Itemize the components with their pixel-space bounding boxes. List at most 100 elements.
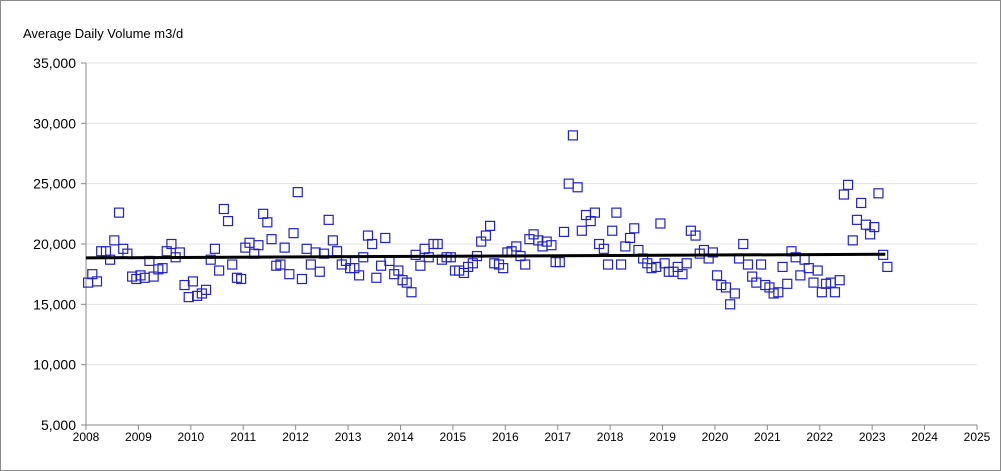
data-point (725, 299, 736, 310)
data-point (777, 261, 788, 273)
axes (81, 62, 978, 430)
data-point (607, 225, 618, 236)
data-point (480, 230, 492, 241)
data-point (353, 270, 365, 281)
data-point (82, 277, 94, 288)
data-point (602, 259, 614, 270)
data-point (511, 241, 522, 252)
x-tick-label: 2011 (230, 430, 256, 444)
data-point (222, 215, 234, 227)
data-point (253, 240, 264, 251)
data-point (393, 265, 404, 276)
data-point (432, 238, 443, 250)
data-point (616, 259, 627, 270)
data-point (179, 279, 190, 291)
data-point (227, 259, 238, 270)
data-point (782, 278, 793, 289)
data-point (380, 232, 391, 244)
y-tick-label: 10,000 (33, 357, 76, 373)
x-tick-label: 2021 (754, 430, 781, 444)
data-point (624, 232, 636, 244)
data-point (572, 182, 583, 193)
data-point (738, 238, 749, 250)
data-point (401, 277, 412, 288)
data-point (157, 263, 168, 274)
x-tick-label: 2020 (702, 430, 729, 444)
data-point (284, 269, 295, 280)
x-tick-label: 2022 (806, 430, 833, 444)
trend-line-group (85, 252, 886, 260)
x-tick-label: 2025 (964, 430, 991, 444)
data-point (419, 243, 430, 254)
data-point (681, 258, 692, 269)
data-point (323, 214, 334, 225)
data-point (266, 234, 277, 245)
data-point (314, 266, 325, 277)
x-tick-labels: 2008 2009 2010 2011 2012 2013 2014 2015 2016 2017… (73, 430, 991, 444)
data-point (755, 259, 767, 270)
data-point (567, 130, 579, 141)
data-point (690, 230, 701, 241)
data-point (296, 273, 308, 285)
data-point (558, 226, 570, 238)
data-point (711, 270, 723, 281)
data-point (803, 263, 814, 274)
data-point (200, 284, 212, 295)
data-point (860, 219, 871, 230)
data-point (576, 225, 587, 236)
y-tick-label: 5,000 (41, 417, 76, 433)
data-point (842, 179, 854, 190)
data-point (218, 203, 229, 215)
data-point (659, 258, 670, 269)
data-point (707, 247, 718, 258)
data-point (633, 244, 644, 256)
data-point (611, 207, 622, 218)
data-point (838, 189, 849, 200)
x-tick-label: 2016 (492, 430, 519, 444)
data-point (847, 235, 858, 246)
x-tick-label: 2009 (125, 430, 152, 444)
data-point (236, 273, 247, 285)
data-point (773, 287, 784, 298)
x-tick-label: 2012 (282, 430, 309, 444)
data-point (520, 259, 531, 270)
data-point (406, 287, 417, 298)
data-point (109, 235, 120, 246)
data-point (720, 282, 732, 293)
x-tick-label: 2019 (649, 430, 676, 444)
data-point (375, 260, 387, 271)
data-point (262, 217, 273, 228)
data-point (275, 259, 286, 270)
data-point (834, 275, 845, 286)
data-point (598, 243, 609, 254)
data-point (655, 218, 666, 229)
data-point (91, 276, 103, 287)
x-tick-label: 2015 (440, 430, 467, 444)
data-point (808, 277, 819, 288)
data-point (187, 276, 199, 287)
data-point (742, 259, 754, 270)
data-point (589, 207, 601, 218)
data-point (498, 263, 509, 274)
data-point (183, 291, 194, 303)
data-point (484, 220, 496, 231)
y-tick-labels: 5,000 10,000 15,000 20,000 25,000 30,000 35,00… (33, 55, 76, 433)
data-point (258, 208, 269, 219)
y-tick-label: 30,000 (33, 115, 76, 131)
data-point (873, 188, 884, 199)
data-point (799, 254, 810, 265)
y-axis-title: Average Daily Volume m3/d (23, 26, 184, 41)
data-point (629, 223, 640, 234)
data-point (829, 287, 841, 298)
data-point (729, 288, 740, 299)
x-tick-label: 2024 (911, 430, 938, 444)
data-point (851, 214, 863, 225)
x-tick-label: 2018 (597, 430, 624, 444)
y-tick-label: 35,000 (33, 55, 76, 71)
data-point (882, 261, 893, 273)
data-point (546, 240, 557, 251)
data-points (82, 130, 893, 310)
data-point (856, 197, 867, 209)
